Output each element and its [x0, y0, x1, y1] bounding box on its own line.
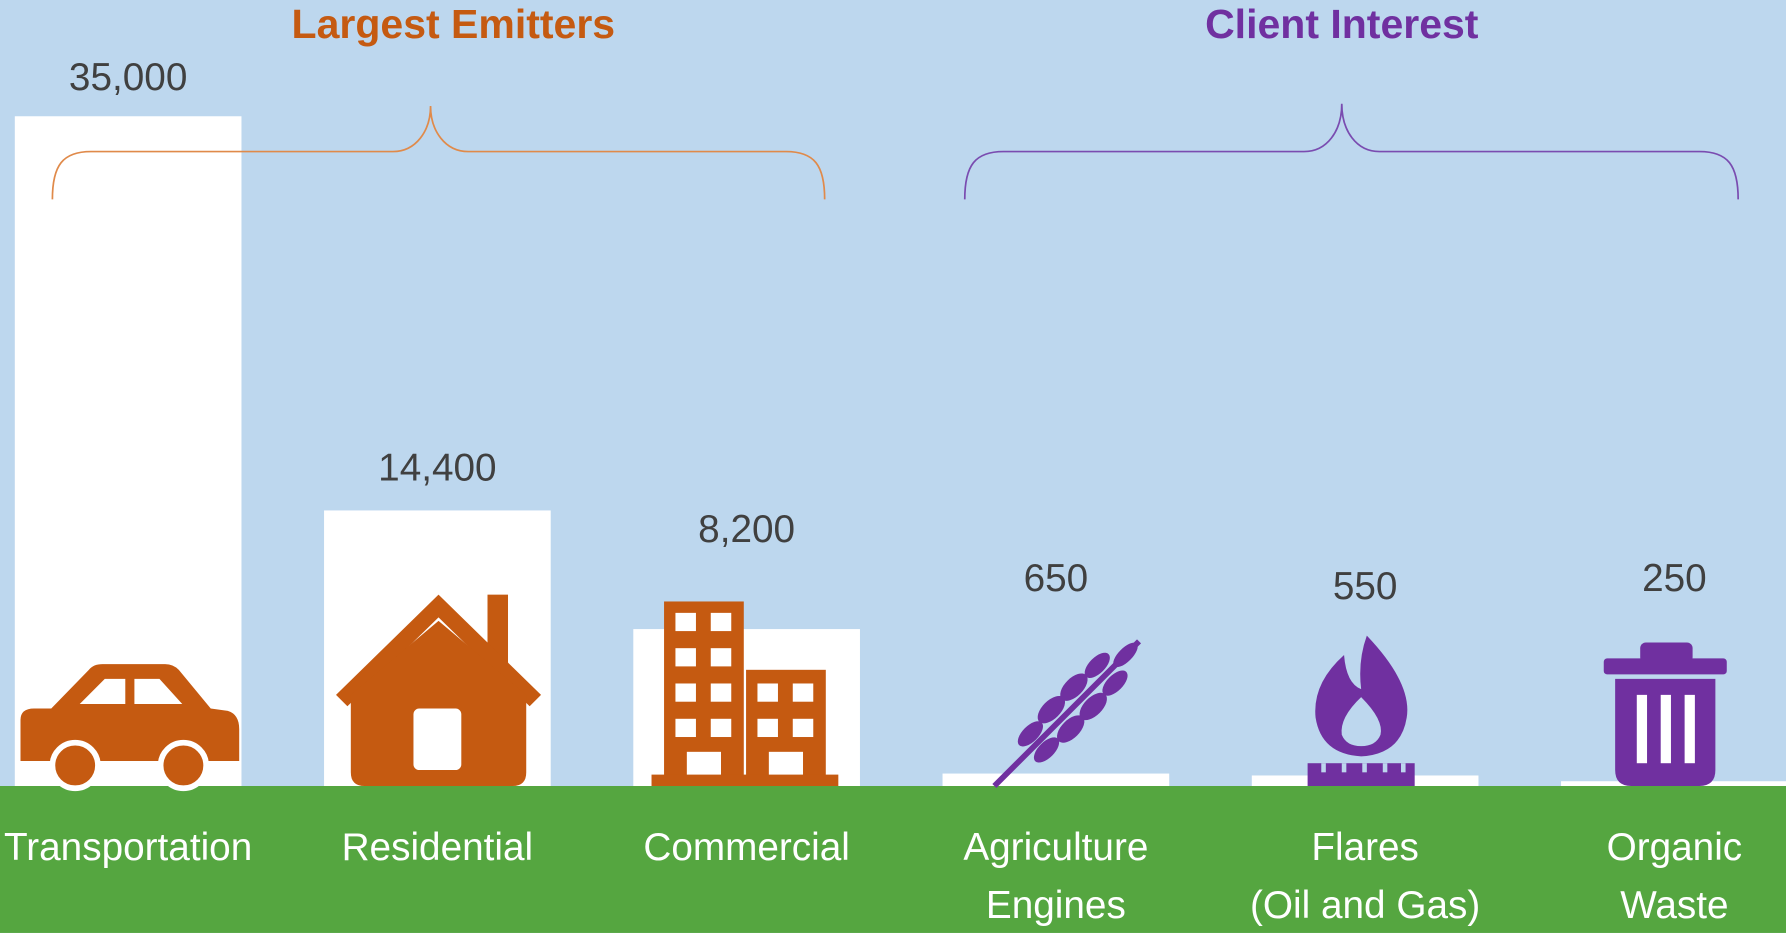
- value-label: 35,000: [69, 56, 187, 99]
- value-label: 650: [1024, 557, 1089, 600]
- trash-icon: [1603, 642, 1727, 786]
- category-label: Residential: [342, 826, 534, 869]
- wheat-icon: [992, 639, 1142, 789]
- group-brace: [963, 103, 1740, 200]
- building-icon: [651, 601, 839, 786]
- bar: [942, 773, 1170, 786]
- icons: [20, 594, 1727, 792]
- category-label: (Oil and Gas): [1250, 884, 1480, 927]
- category-label: Flares: [1311, 826, 1419, 869]
- category-label: Agriculture: [963, 826, 1148, 869]
- flame-icon: [1307, 635, 1415, 786]
- category-label: Waste: [1620, 884, 1728, 927]
- category-label: Organic: [1607, 826, 1743, 869]
- value-label: 550: [1333, 565, 1398, 608]
- category-label: Transportation: [4, 826, 252, 869]
- house-icon: [336, 594, 542, 786]
- group-title: Largest Emitters: [292, 1, 616, 47]
- car-icon: [20, 664, 240, 792]
- value-label: 8,200: [698, 508, 795, 551]
- group-title: Client Interest: [1205, 1, 1479, 47]
- category-label: Engines: [986, 884, 1126, 927]
- category-label: Commercial: [643, 826, 850, 869]
- group-brace: [51, 105, 826, 200]
- value-label: 14,400: [378, 447, 496, 490]
- ground-band: [0, 785, 1786, 933]
- value-label: 250: [1642, 557, 1707, 600]
